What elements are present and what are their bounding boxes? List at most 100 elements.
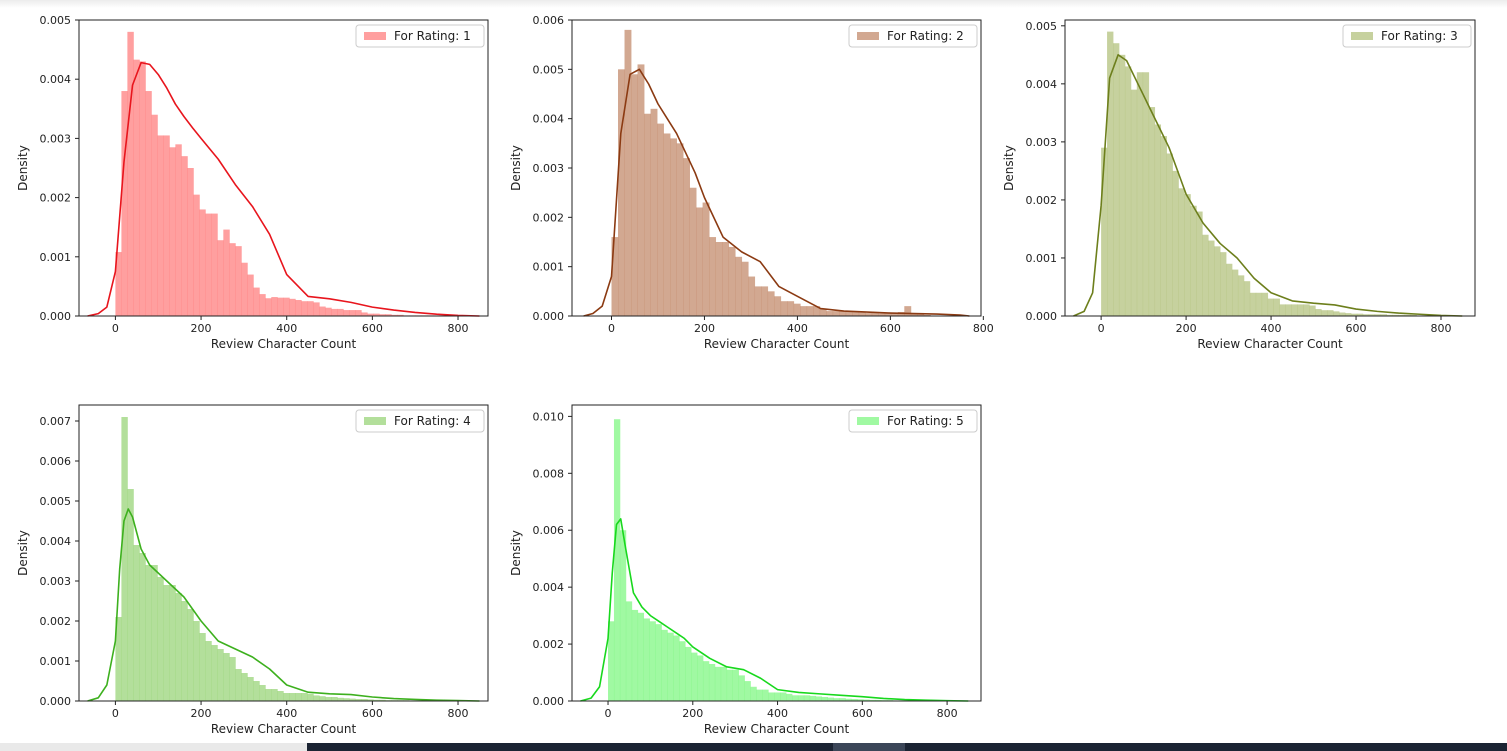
histogram-bar [1184, 194, 1191, 316]
histogram-bar [670, 138, 677, 316]
histogram-bar [283, 297, 290, 316]
kde-line [580, 518, 969, 702]
histogram-bar [337, 308, 344, 316]
histogram-bar [367, 313, 374, 316]
histogram-bar [832, 311, 840, 316]
histogram-bar [199, 633, 206, 701]
y-tick-label: 0.002 [1026, 194, 1058, 207]
y-axis-label: Density [509, 145, 523, 191]
histogram-bar [283, 693, 290, 701]
histogram-bar [780, 301, 788, 316]
histogram-bar [205, 213, 212, 316]
histogram-bar [1261, 292, 1269, 316]
histogram-bar [325, 307, 332, 316]
histogram-bar [685, 646, 692, 701]
histogram-bar [1118, 54, 1126, 316]
histogram-bar [827, 697, 834, 701]
histogram-bar [1297, 304, 1304, 316]
histogram-bar [301, 301, 308, 316]
histogram-bar [1178, 188, 1185, 316]
legend-swatch [364, 32, 386, 40]
subplot: Review Character Count Density 0 200 400 60… [16, 14, 489, 351]
histogram-bar [349, 310, 356, 316]
histogram-bar [676, 143, 684, 316]
histogram-bar [1237, 275, 1245, 316]
histogram-bar [157, 135, 164, 316]
x-axis-label: Review Character Count [211, 337, 357, 351]
histogram-bar [1356, 313, 1364, 316]
histogram-bar [722, 242, 730, 316]
taskbar-segment [833, 743, 905, 751]
histogram-bar [613, 419, 621, 701]
histogram-bar [139, 553, 146, 701]
histogram-bar [891, 313, 899, 316]
histogram-bar [774, 692, 781, 701]
y-tick-label: 0.000 [40, 695, 72, 708]
histogram-bar [367, 699, 374, 701]
histogram-bar [806, 306, 814, 316]
histogram-bar [319, 696, 326, 701]
histogram-bar [1107, 31, 1114, 317]
histogram-bar [696, 207, 703, 316]
histogram-bar [265, 689, 272, 701]
y-tick-label: 0.005 [1026, 20, 1058, 33]
histogram-bar [815, 696, 823, 701]
histogram-bar [1362, 314, 1370, 316]
kde-line [1073, 54, 1463, 317]
legend-box [355, 409, 485, 433]
histogram-bar [1255, 292, 1263, 316]
histogram-bar [343, 310, 350, 316]
x-tick-label: 400 [276, 707, 297, 720]
x-tick-label: 600 [1346, 322, 1367, 335]
histogram-bar [343, 698, 350, 701]
y-tick-label: 0.000 [533, 695, 565, 708]
x-axis-label: Review Character Count [704, 337, 850, 351]
legend-swatch [1351, 32, 1373, 40]
histogram-bar [1327, 310, 1334, 316]
histogram-bar [839, 311, 847, 316]
histogram-bar [650, 108, 658, 316]
histogram-bar [1136, 72, 1144, 317]
histogram-bar [904, 306, 912, 316]
histogram-bar [750, 686, 757, 701]
histogram-bar [809, 695, 817, 701]
histogram-bar [301, 693, 308, 701]
histogram-bar [181, 601, 188, 701]
histogram-bar [738, 675, 745, 701]
y-tick-label: 0.004 [40, 73, 72, 86]
histogram-bar [259, 685, 266, 701]
histogram-bar [1243, 281, 1251, 316]
histogram-bar [331, 697, 338, 701]
histogram-bar [787, 301, 795, 316]
histogram-bar [1148, 107, 1156, 316]
x-tick-label: 0 [608, 322, 615, 335]
histogram-bar [295, 300, 302, 316]
y-axis-label: Density [509, 530, 523, 576]
histogram-bar [373, 313, 380, 316]
histogram-bar [1226, 263, 1233, 316]
histogram-bar [295, 693, 302, 701]
histogram-bar [163, 135, 170, 316]
histogram-bar [720, 666, 728, 701]
y-tick-label: 0.003 [1026, 136, 1058, 149]
histogram-bar [884, 313, 892, 316]
histogram-bar [631, 609, 639, 701]
histogram-bar [1196, 211, 1203, 316]
histogram-bar [1249, 292, 1257, 316]
histogram-bar [1315, 309, 1322, 316]
histogram-bar [121, 91, 128, 316]
histogram-bar [917, 314, 925, 316]
histogram-bar [271, 297, 278, 316]
y-tick-label: 0.002 [40, 192, 72, 205]
y-tick-label: 0.001 [40, 655, 72, 668]
histogram-bar [679, 641, 686, 701]
legend-box [1342, 24, 1472, 48]
histogram-bar [289, 298, 296, 316]
y-axis-label: Density [1002, 145, 1016, 191]
histogram-bar [205, 641, 212, 701]
histogram-bar [217, 240, 224, 316]
histogram-bar [331, 308, 338, 316]
histogram-bar [277, 691, 284, 701]
histogram-bar [768, 692, 775, 701]
